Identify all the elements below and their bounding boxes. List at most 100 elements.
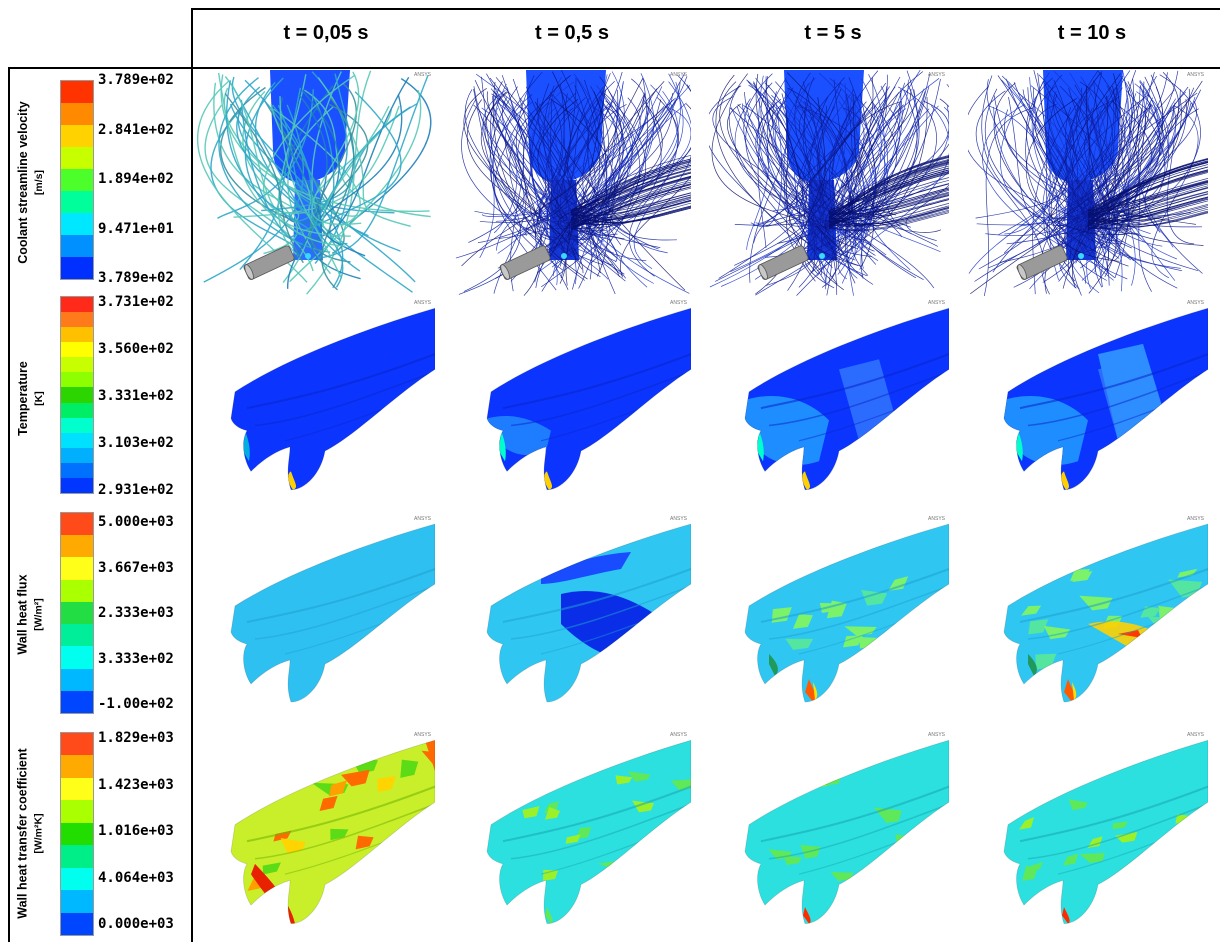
ansys-watermark: ANSYS	[414, 72, 431, 78]
row-unit: [m/s]	[32, 170, 45, 196]
row-unit: [W/m²K]	[32, 813, 45, 855]
cutting-tool-contour	[744, 739, 949, 925]
legend-tick: 3.560e+02	[98, 341, 174, 357]
ansys-watermark: ANSYS	[414, 732, 431, 738]
row-temperature: Temperature [K] 3.731e+02 3.560e+02 3.331…	[10, 294, 1220, 504]
left-border-line	[8, 67, 10, 942]
row-label: Coolant streamline velocity [m/s]	[10, 72, 50, 294]
legend-tick: 2.931e+02	[98, 482, 174, 498]
cutting-tool-contour	[486, 307, 691, 491]
legend-tick: 3.667e+03	[98, 559, 174, 576]
ansys-watermark: ANSYS	[928, 300, 945, 306]
row-wall-htc: Wall heat transfer coefficient [W/m²K] 1.…	[10, 726, 1220, 942]
ansys-watermark: ANSYS	[670, 72, 687, 78]
cutting-tool-contour	[230, 523, 435, 703]
column-header-t2: t = 0,5 s	[535, 22, 609, 44]
row-unit: [W/m²]	[32, 598, 45, 632]
top-border-line	[191, 8, 1220, 10]
ansys-watermark: ANSYS	[670, 732, 687, 738]
cutting-tool-contour	[230, 739, 435, 925]
row-label: Wall heat flux [W/m²]	[10, 510, 50, 720]
row-label: Wall heat transfer coefficient [W/m²K]	[10, 726, 50, 942]
legend-tick: 2.841e+02	[98, 121, 174, 138]
row-title: Temperature	[15, 361, 30, 437]
legend-tick: 4.064e+03	[98, 869, 174, 886]
legend-tick: 1.016e+03	[98, 823, 174, 839]
coolant-streamline-image: ANSYS	[968, 70, 1208, 296]
row-label: Temperature [K]	[10, 294, 50, 504]
legend-tick: 2.333e+03	[98, 605, 174, 621]
cutting-tool-contour	[486, 739, 691, 925]
legend-tick: 0.000e+03	[98, 916, 174, 932]
streamline-plot	[709, 70, 949, 296]
temperature-contour-image: ANSYS	[195, 298, 435, 502]
cutting-tool-contour	[1003, 739, 1208, 925]
cutting-tool-contour	[486, 523, 691, 703]
legend-tick: -1.00e+02	[98, 696, 174, 712]
legend-tick: 3.103e+02	[98, 435, 174, 451]
cutting-tool-contour	[230, 307, 435, 491]
legend-tick: 3.333e+02	[98, 650, 174, 667]
column-header-t4: t = 10 s	[1057, 22, 1127, 44]
legend-tick: 3.731e+02	[98, 294, 174, 310]
legend-tick: 5.000e+03	[98, 514, 174, 530]
column-header-t3: t = 5 s	[804, 22, 862, 44]
header-bottom-line	[8, 67, 1220, 69]
row-unit: [K]	[32, 391, 45, 407]
coolant-streamline-image: ANSYS	[195, 70, 435, 296]
ansys-watermark: ANSYS	[1187, 72, 1204, 78]
row-title: Wall heat transfer coefficient	[15, 748, 30, 920]
row-coolant-velocity: Coolant streamline velocity [m/s] 3.789e+…	[10, 72, 1220, 294]
wall-htc-image: ANSYS	[451, 730, 691, 936]
ansys-watermark: ANSYS	[414, 300, 431, 306]
temperature-contour-image: ANSYS	[451, 298, 691, 502]
ansys-watermark: ANSYS	[414, 516, 431, 522]
wall-heat-flux-image: ANSYS	[195, 514, 435, 714]
color-legend-bar	[60, 296, 94, 494]
legend-tick: 1.423e+03	[98, 776, 174, 793]
wall-heat-flux-image: ANSYS	[451, 514, 691, 714]
cutting-tool-contour	[744, 523, 949, 703]
color-legend-bar	[60, 80, 94, 280]
legend-tick: 3.789e+02	[98, 270, 174, 286]
wall-htc-image: ANSYS	[195, 730, 435, 936]
ansys-watermark: ANSYS	[1187, 732, 1204, 738]
wall-htc-image: ANSYS	[968, 730, 1208, 936]
row-wall-heat-flux: Wall heat flux [W/m²] 5.000e+03 3.667e+03…	[10, 510, 1220, 720]
streamline-plot	[455, 70, 691, 296]
legend-ticks: 5.000e+03 3.667e+03 2.333e+03 3.333e+02 …	[98, 515, 198, 711]
column-header-t1: t = 0,05 s	[283, 22, 369, 44]
wall-heat-flux-image: ANSYS	[709, 514, 949, 714]
legend-ticks: 3.789e+02 2.841e+02 1.894e+02 9.471e+01 …	[98, 73, 198, 285]
coolant-streamline-image: ANSYS	[709, 70, 949, 296]
legend-tick: 3.331e+02	[98, 388, 174, 404]
ansys-watermark: ANSYS	[670, 516, 687, 522]
cutting-tool-contour	[744, 307, 949, 491]
legend-tick: 1.829e+03	[98, 730, 174, 746]
temperature-contour-image: ANSYS	[709, 298, 949, 502]
ansys-watermark: ANSYS	[928, 732, 945, 738]
cutting-tool-contour	[1003, 523, 1208, 703]
streamline-plot	[968, 70, 1208, 296]
row-title: Wall heat flux	[15, 574, 30, 656]
temperature-contour-image: ANSYS	[968, 298, 1208, 502]
ansys-watermark: ANSYS	[670, 300, 687, 306]
wall-htc-image: ANSYS	[709, 730, 949, 936]
cutting-tool-contour	[1003, 307, 1208, 491]
ansys-watermark: ANSYS	[1187, 300, 1204, 306]
legend-tick: 1.894e+02	[98, 171, 174, 187]
legend-tick: 9.471e+01	[98, 220, 174, 237]
legend-ticks: 3.731e+02 3.560e+02 3.331e+02 3.103e+02 …	[98, 295, 198, 497]
legend-tick: 3.789e+02	[98, 72, 174, 88]
color-legend-bar	[60, 732, 94, 936]
row-title: Coolant streamline velocity	[15, 101, 30, 265]
legend-ticks: 1.829e+03 1.423e+03 1.016e+03 4.064e+03 …	[98, 731, 198, 931]
ansys-watermark: ANSYS	[928, 516, 945, 522]
ansys-watermark: ANSYS	[928, 72, 945, 78]
color-legend-bar	[60, 512, 94, 714]
wall-heat-flux-image: ANSYS	[968, 514, 1208, 714]
column-separator-line	[191, 8, 193, 942]
ansys-watermark: ANSYS	[1187, 516, 1204, 522]
streamline-plot	[196, 70, 432, 295]
coolant-streamline-image: ANSYS	[451, 70, 691, 296]
